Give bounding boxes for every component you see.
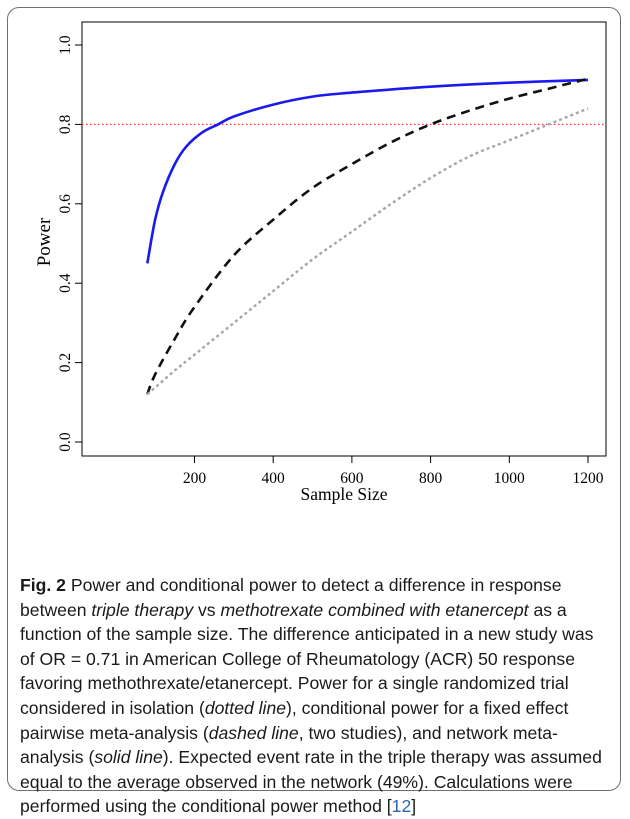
x-tick-label: 400 bbox=[262, 470, 286, 487]
figure-frame bbox=[7, 7, 621, 791]
x-tick-label: 1200 bbox=[573, 470, 604, 487]
y-tick-label: 0.4 bbox=[57, 273, 74, 293]
x-tick-label: 1000 bbox=[494, 470, 525, 487]
caption-text: , two studies), and network meta-analysi… bbox=[20, 722, 558, 768]
series-line-dotted bbox=[146, 107, 589, 396]
series-line-solid bbox=[146, 78, 589, 264]
x-tick-label: 800 bbox=[419, 470, 443, 487]
caption-text: ), conditional power for a fixed effect … bbox=[20, 697, 569, 743]
y-tick-label: 0.2 bbox=[57, 353, 74, 372]
series-group bbox=[146, 77, 589, 396]
x-tick-label: 200 bbox=[183, 470, 207, 487]
x-axis: 200 400 600 800 1000 1200 bbox=[183, 455, 604, 487]
x-tick-label: 600 bbox=[340, 470, 364, 487]
x-axis-label: Sample Size bbox=[301, 484, 388, 504]
caption-emphasis: dotted line bbox=[204, 697, 287, 718]
caption-emphasis: solid line bbox=[94, 747, 163, 768]
y-tick-label: 1.0 bbox=[57, 35, 74, 55]
figure-caption: Fig. 2 Power and conditional power to de… bbox=[20, 573, 612, 819]
caption-emphasis: triple therapy bbox=[91, 599, 194, 620]
figure-label: Fig. 2 bbox=[20, 575, 66, 595]
caption-text: ] bbox=[411, 796, 417, 817]
y-tick-label: 0.6 bbox=[57, 194, 74, 214]
caption-emphasis: dashed line bbox=[208, 722, 299, 743]
y-axis: 0.0 0.2 0.4 0.6 0.8 1.0 bbox=[57, 35, 83, 452]
caption-text: as a function of the sample size. The di… bbox=[20, 599, 594, 718]
y-tick-label: 0.8 bbox=[57, 114, 74, 134]
reference-link[interactable]: 12 bbox=[391, 796, 412, 817]
power-chart: 200 400 600 800 1000 1200 0.00.20.40.60.81.0 … bbox=[34, 21, 607, 504]
plot-frame bbox=[81, 21, 607, 457]
caption-text: Power and conditional power to detect a … bbox=[20, 575, 562, 620]
caption-emphasis: methotrexate combined with etanercept bbox=[220, 599, 529, 620]
y-tick-label: 0.0 bbox=[57, 432, 74, 452]
caption-text: vs bbox=[193, 599, 221, 620]
y-axis-label: Power bbox=[34, 217, 55, 266]
series-line-dashed bbox=[146, 77, 589, 395]
